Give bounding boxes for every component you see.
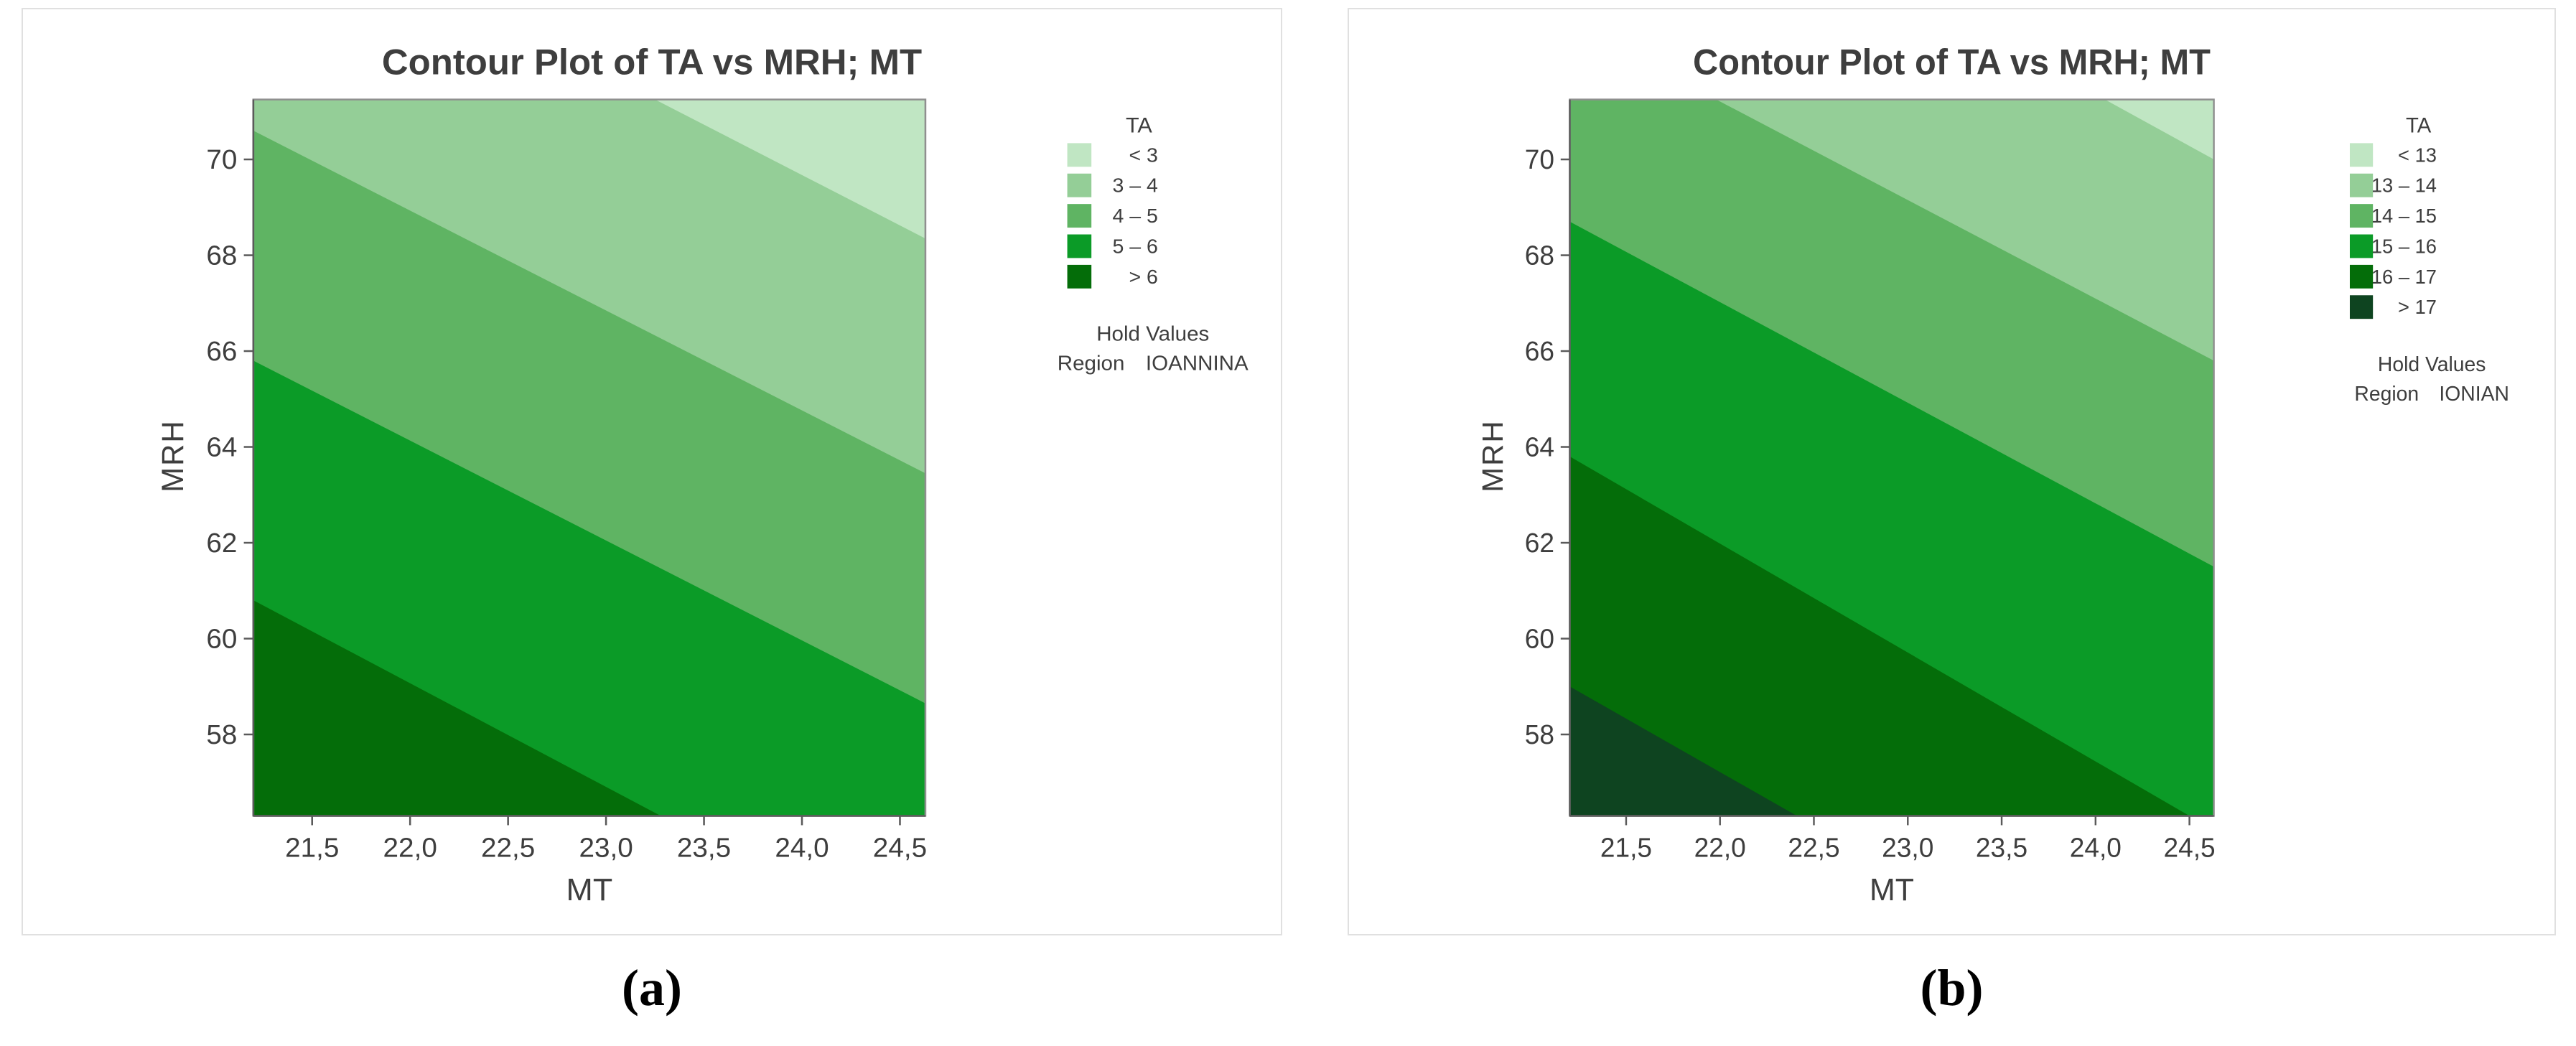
contour-band: [253, 600, 661, 816]
legend-entry-label: 15 – 16: [2371, 235, 2437, 257]
y-tick-label: 68: [206, 241, 237, 271]
legend-title: TA: [2406, 113, 2431, 137]
hold-values-region: Region IOANNINA: [1058, 352, 1249, 375]
legend-swatch: [1067, 264, 1092, 289]
y-tick-label: 68: [1525, 240, 1554, 270]
contour-band: [1569, 456, 2190, 816]
y-tick-label: 66: [1525, 336, 1554, 366]
hold-values-heading: Hold Values: [1096, 323, 1209, 346]
y-axis-title: MRH: [156, 419, 190, 492]
contour-plot-a: Contour Plot of TA vs MRH; MT 58 60 62 64 66 6…: [156, 42, 1249, 907]
caption-a: (a): [622, 959, 682, 1017]
x-tick-label: 22,0: [383, 833, 437, 864]
y-tick-label: 64: [1525, 431, 1554, 462]
legend-swatch: [2349, 295, 2374, 319]
panels-row: Contour Plot of TA vs MRH; MT 58 60 62 64 66 6…: [22, 8, 2576, 935]
legend-swatch: [2349, 234, 2374, 258]
y-tick-label: 62: [206, 528, 237, 559]
legend-swatch: [2349, 204, 2374, 228]
y-tick-label: 66: [206, 336, 237, 367]
y-tick-label: 64: [206, 432, 237, 463]
x-tick-label: 23,0: [579, 833, 633, 864]
contour-plot-b: Contour Plot of TA vs MRH; MT 58 60 62 64 66 6…: [1475, 42, 2509, 908]
y-tick-label: 70: [206, 144, 237, 175]
legend-entry-label: > 6: [1129, 265, 1157, 288]
legend-entry-label: 14 – 15: [2371, 205, 2437, 227]
y-tick-label: 70: [1525, 144, 1554, 174]
y-tick-label: 60: [206, 624, 237, 655]
x-axis-title: MT: [1870, 873, 1914, 908]
hold-values-region: Region IONIAN: [2354, 383, 2509, 406]
x-tick-label: 22,5: [1788, 832, 1839, 862]
x-tick-label: 23,5: [1976, 832, 2027, 862]
legend-swatch: [1067, 204, 1092, 228]
x-tick-label: 22,0: [1694, 832, 1746, 862]
legend-entry-label: 4 – 5: [1112, 204, 1157, 227]
x-tick-label: 23,0: [1882, 832, 1933, 862]
y-tick-label: 60: [1525, 623, 1554, 653]
legend-title: TA: [1126, 114, 1153, 138]
legend-entry-label: > 17: [2398, 296, 2437, 318]
hold-values-heading: Hold Values: [2378, 353, 2486, 376]
legend-entry-label: 5 – 6: [1112, 235, 1157, 258]
x-tick-label: 21,5: [285, 833, 339, 864]
plot-title: Contour Plot of TA vs MRH; MT: [1693, 42, 2211, 83]
x-tick-label: 24,0: [775, 833, 829, 864]
x-tick-label: 24,5: [873, 833, 927, 864]
y-axis-title: MRH: [1475, 419, 1509, 492]
panel-a: Contour Plot of TA vs MRH; MT 58 60 62 64 66 6…: [22, 8, 1282, 935]
captions-row: (a) (b): [22, 956, 2576, 1020]
legend-swatch: [2349, 264, 2374, 289]
legend-entry-label: 3 – 4: [1112, 174, 1157, 197]
legend-swatch: [2349, 143, 2374, 167]
x-tick-label: 24,5: [2163, 832, 2215, 862]
y-tick-label: 58: [1525, 719, 1554, 750]
x-tick-label: 22,5: [481, 833, 535, 864]
legend-swatch: [2349, 173, 2374, 197]
legend-swatch: [1067, 173, 1092, 197]
x-tick-label: 21,5: [1600, 832, 1652, 862]
plot-title: Contour Plot of TA vs MRH; MT: [382, 42, 923, 82]
caption-b: (b): [1920, 959, 1984, 1017]
legend-entry-label: 13 – 14: [2371, 174, 2437, 196]
y-tick-label: 58: [206, 719, 237, 750]
legend-entry-label: 16 – 17: [2371, 266, 2437, 288]
legend-entry-label: < 13: [2398, 144, 2437, 166]
legend-swatch: [1067, 234, 1092, 258]
legend-entry-label: < 3: [1129, 144, 1157, 167]
panel-b: Contour Plot of TA vs MRH; MT 58 60 62 64 66 6…: [1348, 8, 2556, 935]
x-axis-title: MT: [566, 873, 613, 907]
x-tick-label: 24,0: [2070, 832, 2122, 862]
x-tick-label: 23,5: [677, 833, 731, 864]
y-tick-label: 62: [1525, 528, 1554, 558]
legend-swatch: [1067, 143, 1092, 167]
